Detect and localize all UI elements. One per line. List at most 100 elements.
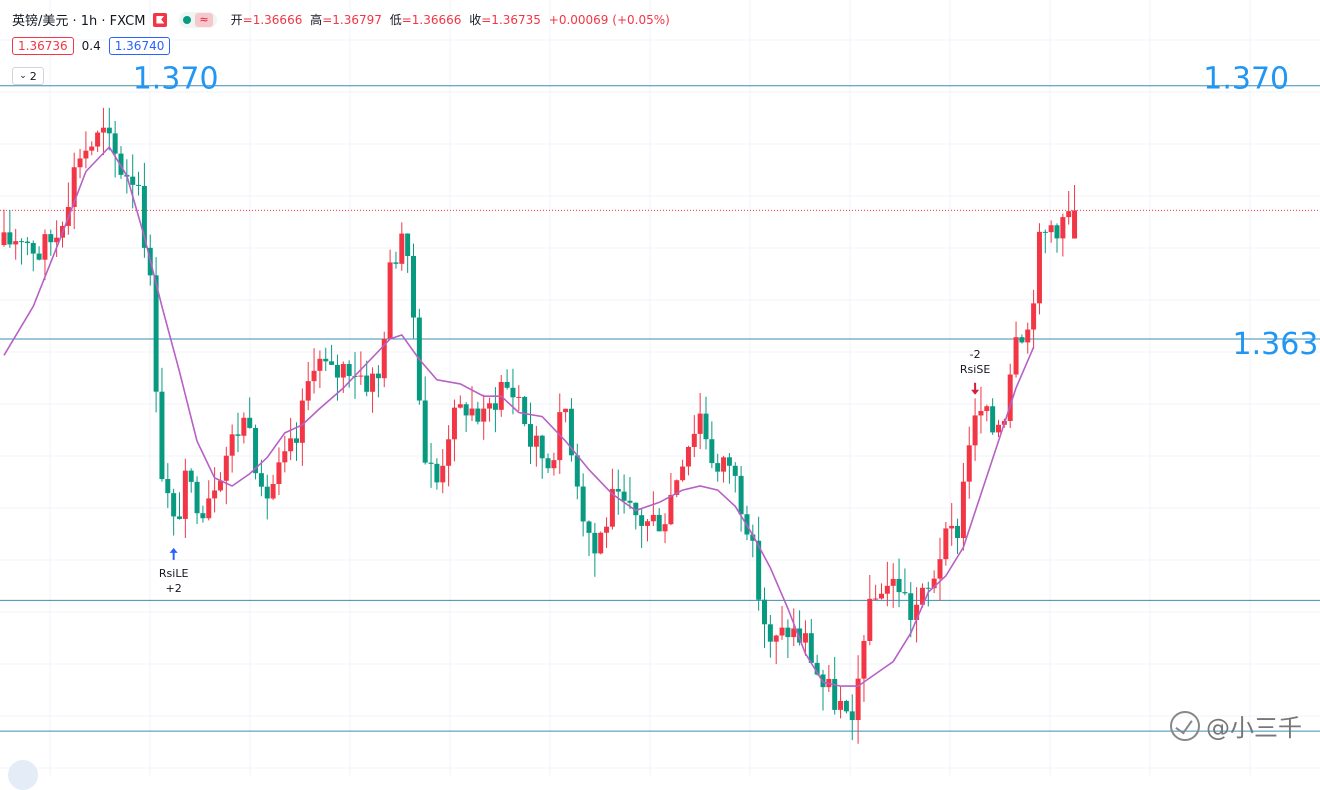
candle-body	[141, 185, 147, 248]
candle-body	[358, 375, 364, 377]
candle-body	[715, 463, 721, 472]
candle-body	[645, 521, 650, 526]
candle-body	[896, 578, 902, 593]
signal-name-label: RsiLE	[159, 567, 189, 580]
candle-body	[130, 176, 136, 185]
candle-body	[843, 700, 849, 712]
candle-body	[867, 598, 873, 641]
candle-body	[726, 457, 732, 466]
candle-body	[13, 241, 19, 245]
symbol-title[interactable]: 英镑/美元 · 1h · FXCM	[12, 14, 146, 29]
horizontal-levels[interactable]	[0, 85, 1320, 732]
candle-body	[697, 413, 703, 434]
candle-body	[89, 146, 95, 151]
candle-body	[838, 700, 844, 710]
candle-body	[276, 462, 282, 485]
candle-body	[703, 413, 709, 440]
candle-body	[797, 628, 803, 643]
candle-body	[217, 480, 223, 491]
candle-body	[674, 480, 680, 495]
candle-body	[346, 364, 352, 376]
candle-body	[475, 408, 481, 422]
candle-body	[24, 241, 30, 244]
zhihu-icon	[1170, 710, 1200, 741]
candle-body	[1054, 225, 1060, 239]
indicators-collapse-button[interactable]: ⌄ 2	[12, 67, 44, 85]
approx-icon[interactable]: ≈	[195, 12, 213, 27]
candle-body	[1019, 337, 1025, 343]
signal-qty-label: -2	[970, 348, 981, 361]
short-arrow-icon	[971, 389, 980, 395]
spread-value: 0.4	[81, 39, 101, 53]
candle-body	[680, 466, 686, 481]
candle-body	[545, 458, 551, 469]
candle-body	[615, 488, 621, 492]
candle-body	[247, 417, 253, 428]
candle-body	[241, 417, 247, 436]
low-label: 低	[389, 13, 402, 27]
candle-body	[100, 127, 106, 133]
candle-body	[136, 184, 142, 186]
ask-price[interactable]: 1.36740	[108, 37, 171, 55]
candle-body	[77, 158, 83, 168]
candle-body	[182, 470, 188, 519]
candle-body	[773, 635, 779, 642]
candle-body	[165, 479, 171, 494]
moving-average	[3, 145, 1035, 687]
indicator-count: 2	[29, 69, 37, 83]
candle-body	[949, 525, 955, 529]
candle-body	[861, 640, 867, 679]
flag-icon[interactable]	[153, 12, 168, 27]
candle-body	[955, 525, 961, 539]
candle-body	[685, 446, 691, 467]
candle-body	[650, 514, 656, 522]
candle-body	[387, 262, 393, 339]
candle-body	[54, 237, 60, 243]
candle-body	[7, 232, 13, 245]
candle-body	[36, 253, 42, 260]
candle-body	[785, 627, 791, 638]
candle-body	[1060, 217, 1066, 239]
candle-body	[855, 678, 861, 721]
candle-body	[732, 465, 738, 476]
candle-body	[551, 460, 557, 469]
candle-body	[329, 361, 335, 365]
candle-body	[311, 370, 317, 382]
scroll-corner-icon[interactable]	[8, 760, 38, 790]
candle-body	[487, 403, 493, 409]
candle-body	[253, 427, 259, 474]
candle-body	[802, 633, 808, 643]
candle-body	[270, 484, 276, 499]
candle-body	[469, 408, 475, 416]
candle-body	[750, 534, 756, 541]
watermark-text: @小三千	[1206, 714, 1302, 742]
candle-body	[1042, 231, 1048, 233]
candle-body	[510, 387, 516, 398]
candle-body	[925, 587, 931, 589]
candle-body	[1, 232, 7, 246]
candle-body	[42, 234, 48, 260]
candle-body	[446, 439, 452, 466]
candle-body	[1036, 231, 1042, 304]
candle-body	[492, 403, 498, 410]
toggle-pill[interactable]: ≈	[179, 11, 217, 28]
candle-body	[639, 515, 645, 526]
candle-body	[463, 404, 469, 416]
level-labels: 1.370 1.370 1.363	[133, 62, 1319, 362]
candle-body	[299, 400, 305, 443]
candle-body	[586, 521, 592, 533]
candle-body	[662, 524, 668, 532]
change-value: +0.00069 (+0.05%)	[548, 13, 670, 27]
candle-body	[902, 592, 908, 594]
signal-name-label: RsiSE	[960, 363, 990, 376]
bid-price[interactable]: 1.36736	[12, 37, 74, 55]
candle-body	[30, 243, 36, 254]
candle-body	[814, 662, 820, 675]
dot-icon[interactable]	[183, 15, 192, 24]
chevron-down-icon: ⌄	[19, 71, 27, 81]
ohlc-values: 开=1.36666 高=1.36797 低=1.36666 收=1.36735 …	[231, 11, 674, 28]
low-value: =1.36666	[401, 13, 462, 27]
candle-body	[153, 275, 159, 392]
close-value: =1.36735	[481, 13, 541, 27]
